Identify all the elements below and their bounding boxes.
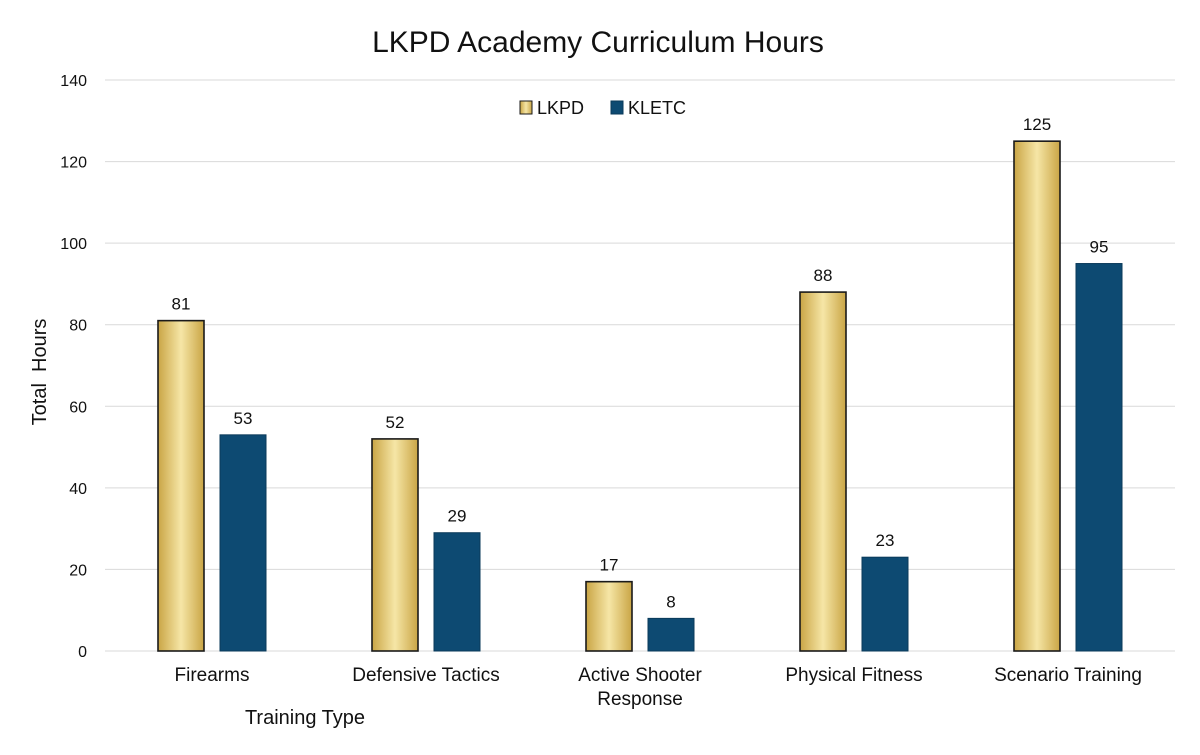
category-label: Active Shooter — [578, 665, 702, 686]
data-label: 53 — [234, 409, 253, 428]
bar-kletc — [647, 617, 695, 652]
y-axis-ticks: 0 20 40 60 80 100 120 140 — [60, 73, 87, 661]
bar-kletc — [1075, 263, 1123, 652]
category-label: Response — [597, 689, 683, 710]
bar-kletc — [219, 434, 267, 652]
y-tick-label: 40 — [69, 481, 87, 498]
data-label: 29 — [448, 507, 467, 526]
y-axis-title: Total Hours — [29, 319, 51, 426]
x-axis-categories: Firearms Defensive Tactics Active Shooter R… — [175, 665, 1142, 710]
data-label: 52 — [386, 413, 405, 432]
x-axis-title: Training Type — [245, 707, 365, 729]
y-tick-label: 140 — [60, 73, 87, 90]
category-label: Firearms — [175, 665, 250, 686]
bar-kletc — [861, 556, 909, 652]
category-label: Scenario Training — [994, 665, 1142, 686]
data-label: 88 — [814, 266, 833, 285]
y-tick-label: 120 — [60, 155, 87, 172]
y-tick-label: 0 — [78, 644, 87, 661]
bar-lkpd — [799, 291, 847, 652]
data-label: 95 — [1090, 238, 1109, 257]
chart-title: LKPD Academy Curriculum Hours — [372, 26, 824, 59]
bar-lkpd — [157, 319, 205, 652]
bar-lkpd — [371, 438, 419, 652]
y-tick-label: 100 — [60, 236, 87, 253]
y-tick-label: 20 — [69, 562, 87, 579]
data-label: 8 — [666, 592, 675, 611]
y-tick-label: 80 — [69, 318, 87, 335]
data-label: 81 — [172, 295, 191, 314]
bar-lkpd — [585, 580, 633, 652]
data-label: 17 — [600, 556, 619, 575]
data-label: 23 — [876, 531, 895, 550]
category-label: Physical Fitness — [785, 665, 922, 686]
y-tick-label: 60 — [69, 399, 87, 416]
legend-label: KLETC — [628, 98, 686, 118]
data-label: 125 — [1023, 115, 1051, 134]
legend: LKPD KLETC — [519, 98, 686, 118]
legend-swatch-lkpd — [519, 100, 533, 115]
bar-lkpd — [1013, 140, 1061, 652]
bar-kletc — [433, 532, 481, 652]
legend-swatch-kletc — [610, 100, 624, 115]
legend-label: LKPD — [537, 98, 584, 118]
bars — [157, 140, 1123, 652]
grid-lines — [105, 79, 1175, 652]
category-label: Defensive Tactics — [352, 665, 500, 686]
